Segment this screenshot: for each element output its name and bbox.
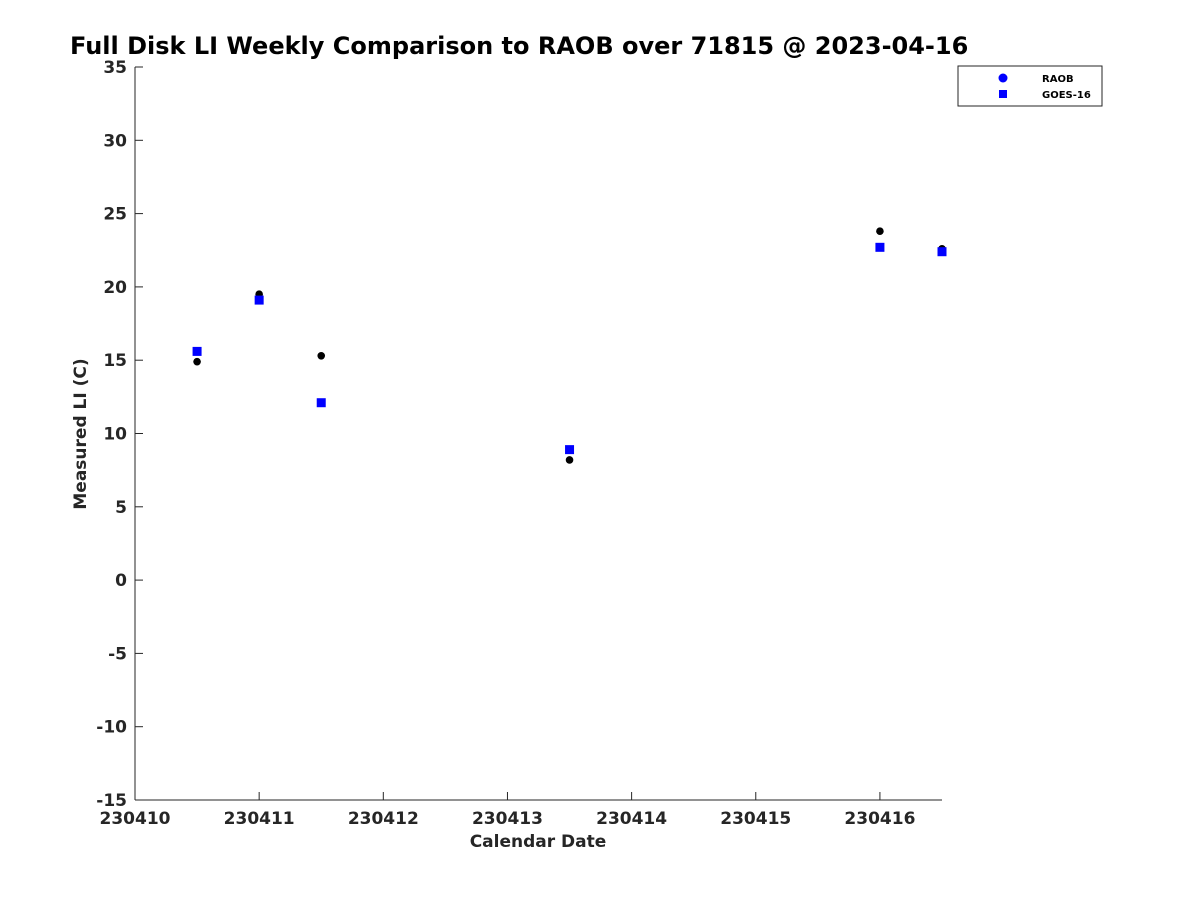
legend-goes16-marker <box>999 90 1007 98</box>
y-tick-label: -10 <box>96 718 127 738</box>
x-tick-label: 230412 <box>348 809 419 829</box>
goes16-point <box>565 445 575 455</box>
goes16-point <box>316 398 326 408</box>
x-tick-label: 230410 <box>100 809 171 829</box>
goes16-point <box>192 346 202 356</box>
y-tick-label: -5 <box>108 644 127 664</box>
x-axis-ticks: 230410 230411 230412 230413 230414 230415 2304… <box>100 792 915 829</box>
y-axis-ticks: -15 -10 -5 0 5 10 15 20 25 30 35 <box>96 58 143 811</box>
y-tick-label: 20 <box>103 278 127 298</box>
y-tick-label: 30 <box>103 131 127 151</box>
y-tick-label: 0 <box>115 571 127 591</box>
x-axis-label: Calendar Date <box>470 832 607 852</box>
goes16-point <box>254 295 264 305</box>
y-tick-label: 25 <box>103 205 127 225</box>
y-tick-label: 10 <box>103 425 127 445</box>
legend-label: RAOB <box>1042 74 1074 85</box>
chart-title: Full Disk LI Weekly Comparison to RAOB o… <box>70 32 968 60</box>
raob-point <box>876 227 884 235</box>
legend: RAOB GOES-16 <box>957 65 1103 107</box>
raob-point <box>193 357 201 366</box>
legend-label: GOES-16 <box>1042 90 1091 101</box>
legend-raob-marker <box>998 73 1008 83</box>
data-points <box>192 227 947 464</box>
legend-box <box>957 65 1103 107</box>
x-tick-label: 230413 <box>472 809 543 829</box>
goes16-point <box>875 242 885 252</box>
x-tick-label: 230411 <box>224 809 295 829</box>
y-tick-label: 15 <box>103 351 127 371</box>
x-tick-label: 230414 <box>596 809 667 829</box>
x-tick-label: 230416 <box>844 809 915 829</box>
raob-point <box>317 352 326 360</box>
y-axis-label: Measured LI (C) <box>71 358 91 509</box>
y-tick-label: -15 <box>96 791 127 811</box>
goes16-point <box>937 247 947 257</box>
axes <box>134 67 942 801</box>
y-tick-label: 35 <box>103 58 127 78</box>
x-tick-label: 230415 <box>720 809 791 829</box>
y-tick-label: 5 <box>115 498 127 518</box>
raob-point <box>565 456 574 464</box>
